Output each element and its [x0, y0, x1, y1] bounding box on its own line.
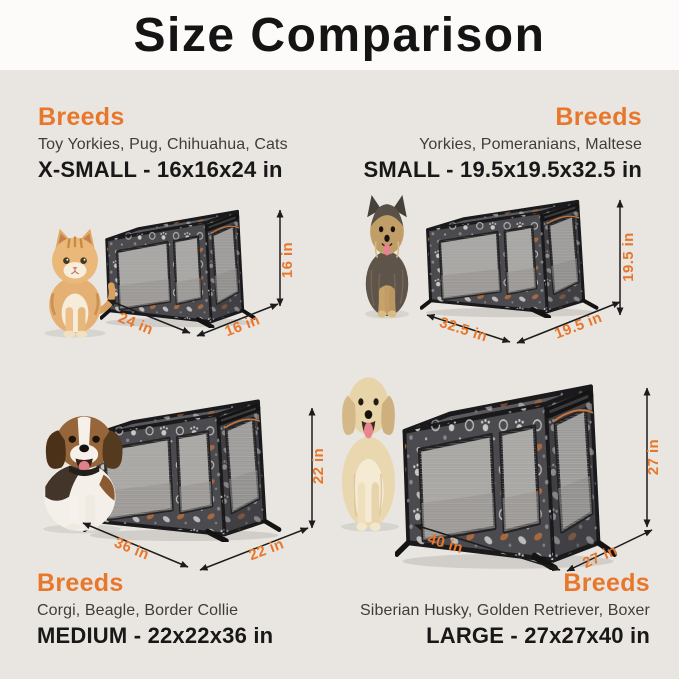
kitten-illustration: [44, 229, 112, 338]
small-info-block: Breeds Yorkies, Pomeranians, Maltese SMA…: [363, 103, 642, 183]
xsmall-height-label: 16 in: [279, 242, 296, 278]
medium-breeds-list: Corgi, Beagle, Border Collie: [37, 601, 239, 619]
small-length-arrow: [426, 313, 511, 344]
small-width-arrow: [516, 301, 621, 344]
small-height-label: 19.5 in: [620, 232, 637, 282]
xsmall-size-dimensions: X-SMALL - 16x16x24 in: [38, 156, 283, 182]
xsmall-info-block: Breeds Toy Yorkies, Pug, Chihuahua, Cats…: [38, 103, 288, 183]
golden-retriever-illustration: [340, 376, 400, 532]
medium-width-label: 22 in: [246, 535, 286, 564]
medium-length-arrow: [82, 522, 189, 568]
page-title: Size Comparison: [133, 8, 546, 62]
crate-small: [422, 201, 597, 317]
crate-medium: [85, 401, 280, 541]
small-length-label: 32.5 in: [437, 314, 489, 345]
large-breeds-heading: Breeds: [563, 569, 650, 597]
large-info-block: Breeds Siberian Husky, Golden Retriever,…: [360, 569, 650, 649]
large-breeds-list: Siberian Husky, Golden Retriever, Boxer: [360, 601, 650, 619]
medium-height-label: 22 in: [310, 448, 327, 484]
xsmall-width-arrow: [196, 303, 279, 337]
medium-width-arrow: [199, 527, 309, 571]
xsmall-length-arrow: [107, 299, 191, 334]
medium-size-dimensions: MEDIUM - 22x22x36 in: [37, 622, 274, 648]
small-size-dimensions: SMALL - 19.5x19.5x32.5 in: [363, 156, 642, 182]
medium-info-block: Breeds Corgi, Beagle, Border Collie MEDI…: [37, 569, 274, 649]
xsmall-breeds-heading: Breeds: [38, 103, 125, 131]
xsmall-breeds-list: Toy Yorkies, Pug, Chihuahua, Cats: [38, 135, 288, 153]
medium-crate-illustration: 22 in 36 in 22 in: [43, 378, 327, 571]
small-breeds-heading: Breeds: [555, 103, 642, 131]
large-crate-illustration: 27 in 40 in 27 in: [340, 376, 662, 572]
large-height-label: 27 in: [645, 439, 662, 475]
large-length-arrow: [414, 523, 561, 572]
large-width-arrow: [566, 529, 653, 572]
xsmall-crate-illustration: 16 in 24 in 16 in: [22, 192, 296, 340]
medium-breeds-heading: Breeds: [37, 569, 124, 597]
small-crate-illustration: 19.5 in 32.5 in 19.5 in: [363, 194, 637, 345]
large-size-dimensions: LARGE - 27x27x40 in: [426, 622, 650, 648]
small-breeds-list: Yorkies, Pomeranians, Maltese: [419, 135, 642, 153]
header-band: Size Comparison: [0, 0, 679, 70]
yorkshire-terrier-illustration: [363, 194, 411, 319]
